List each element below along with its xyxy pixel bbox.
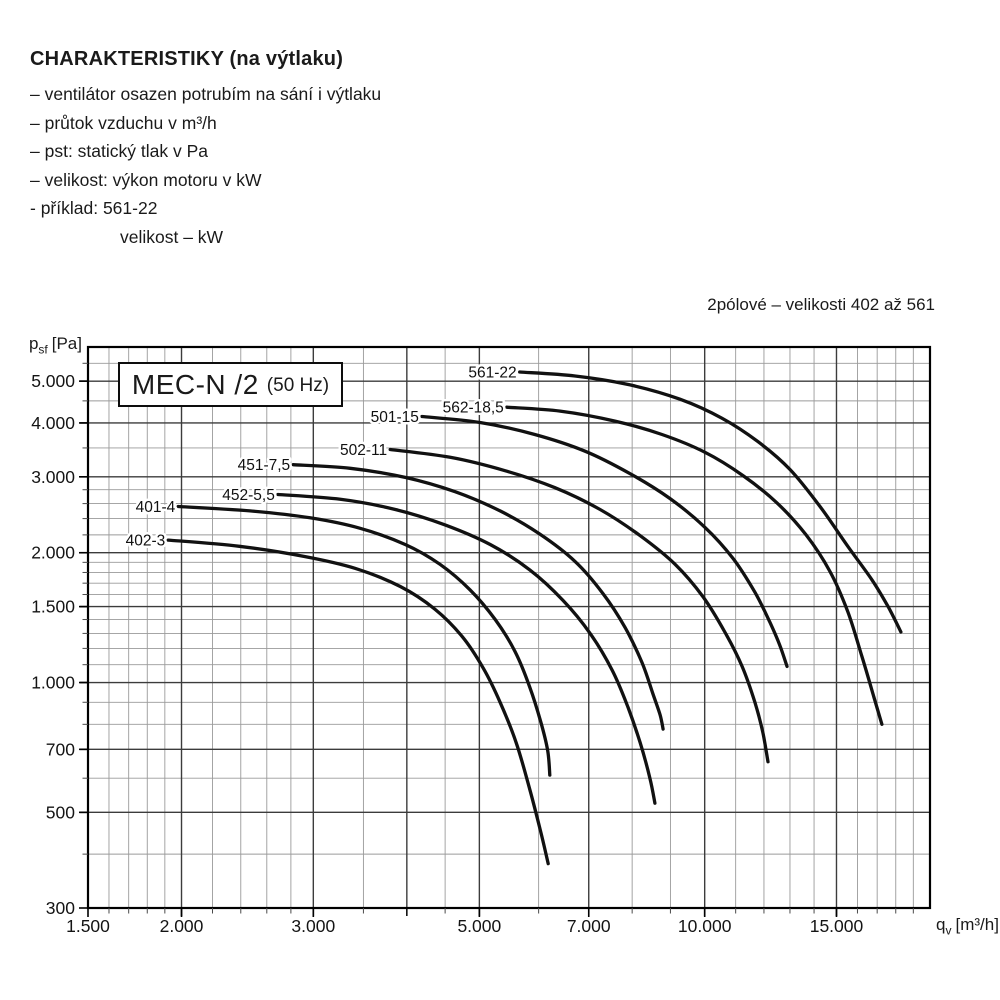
x-tick-label: 1.500 <box>66 916 110 936</box>
x-axis-symbol: q <box>936 915 946 934</box>
header-bullet-4: – velikost: výkon motoru v kW <box>30 169 262 190</box>
fan-curve-561-22 <box>518 370 903 634</box>
y-axis-label: psf [Pa] <box>10 334 82 356</box>
curve-label-402-3: 402-3 <box>126 533 166 550</box>
curve-label-502-11: 502-11 <box>340 442 387 459</box>
header-bullet-1: – ventilátor osazen potrubím na sání i v… <box>30 84 382 104</box>
chart-title-box: MEC-N /2 (50 Hz) <box>118 362 343 407</box>
y-tick-label: 500 <box>46 802 75 822</box>
fan-curve-502-11 <box>388 447 770 764</box>
x-tick-label: 2.000 <box>160 916 204 936</box>
x-tick-label: 5.000 <box>457 916 501 936</box>
fan-curve-501-15 <box>420 414 789 669</box>
y-tick-label: 2.000 <box>31 543 75 563</box>
header-bullet-3: – pst: statický tlak v Pa <box>30 141 208 161</box>
x-tick-label: 3.000 <box>291 916 335 936</box>
y-tick-label: 700 <box>46 739 75 759</box>
curve-label-561-22: 561-22 <box>468 365 516 382</box>
y-axis-unit: [Pa] <box>51 334 82 353</box>
fan-curve-401-4 <box>176 504 552 777</box>
x-tick-label: 10.000 <box>678 916 732 936</box>
x-axis-unit: [m³/h] <box>955 915 999 934</box>
header-block: CHARAKTERISTIKY (na výtlaku) – ventiláto… <box>30 48 630 251</box>
chart-title-text: MEC-N /2 <box>131 368 259 400</box>
y-axis-subscript: sf <box>38 342 48 357</box>
chart-caption: 2pólové – velikosti 402 až 561 <box>707 295 935 314</box>
x-tick-label: 7.000 <box>567 916 611 936</box>
y-axis-symbol: p <box>28 334 39 353</box>
fan-curve-562-18-5 <box>505 405 884 726</box>
y-tick-label: 1.000 <box>31 673 75 693</box>
y-tick-label: 1.500 <box>31 597 75 617</box>
chart-title-suffix: (50 Hz) <box>266 375 330 396</box>
y-tick-label: 4.000 <box>31 413 75 433</box>
curve-label-452-5-5: 452-5,5 <box>222 487 275 504</box>
curve-label-501-15: 501-15 <box>371 409 419 426</box>
x-axis-subscript: v <box>945 923 952 938</box>
curve-label-562-18-5: 562-18,5 <box>443 400 504 417</box>
y-tick-label: 300 <box>46 898 75 918</box>
fan-curve-402-3 <box>166 538 550 866</box>
y-tick-label: 3.000 <box>31 467 75 487</box>
fan-curve-452-5-5 <box>276 492 657 805</box>
page-title: CHARAKTERISTIKY (na výtlaku) <box>30 48 344 70</box>
y-tick-label: 5.000 <box>31 371 75 391</box>
header-bullet-5: - příklad: 561-22 <box>30 198 158 218</box>
x-tick-label: 15.000 <box>810 916 864 936</box>
fan-curve-451-7-5 <box>291 463 665 731</box>
plot-frame <box>86 345 932 910</box>
x-axis-label: qv [m³/h] <box>936 915 999 937</box>
curve-label-401-4: 401-4 <box>136 499 176 516</box>
header-indent-line: velikost – kW <box>120 226 224 247</box>
header-bullet-2: – průtok vzduchu v m³/h <box>30 112 217 133</box>
curve-label-451-7-5: 451-7,5 <box>238 457 291 474</box>
